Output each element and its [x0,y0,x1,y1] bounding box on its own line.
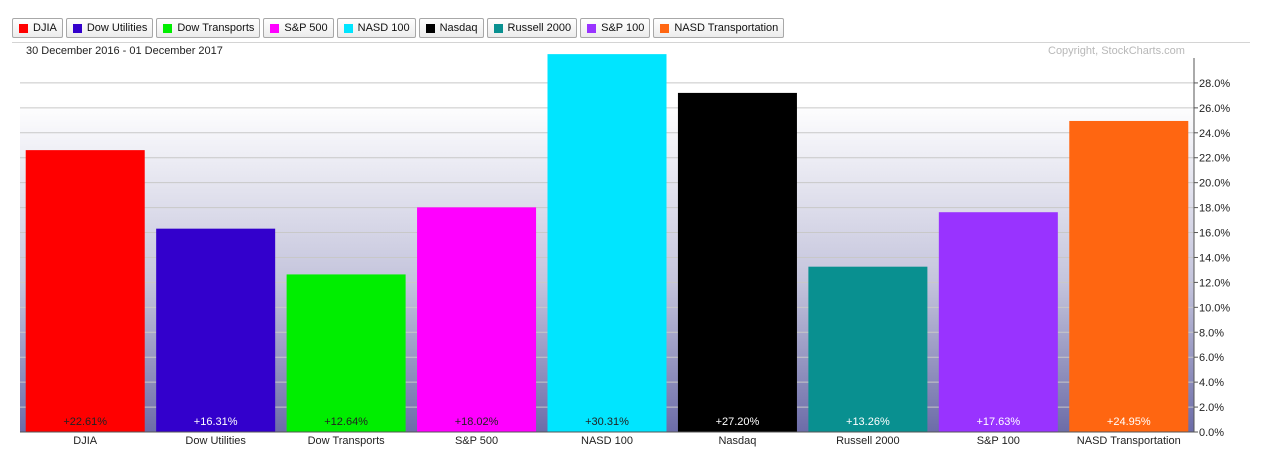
legend-item[interactable]: S&P 100 [580,18,651,38]
legend-item[interactable]: Russell 2000 [486,18,578,38]
y-tick-label: 28.0% [1199,78,1230,90]
bar-value-label: +22.61% [63,416,107,428]
bar [547,54,667,432]
bar [156,228,276,432]
bar [1069,120,1189,432]
y-tick-label: 10.0% [1199,302,1230,314]
legend-bar: DJIA Dow Utilities Dow Transports S&P 500 NA… [12,18,1250,43]
legend-swatch [343,23,353,33]
bar [938,212,1058,432]
legend-swatch [425,23,435,33]
x-tick-label: Dow Utilities [185,435,246,447]
bars: +22.61% +16.31% +12.64% +18.02% +30.31% +27.2… [25,54,1189,432]
legend-swatch [587,23,597,33]
x-tick-label: Russell 2000 [836,435,900,447]
legend-label: Dow Utilities [86,22,148,34]
legend-swatch [163,23,173,33]
y-tick-label: 20.0% [1199,178,1230,190]
x-tick-label: DJIA [73,435,98,447]
bar-value-label: +13.26% [846,416,890,428]
legend-swatch [493,23,503,33]
legend-item[interactable]: NASD Transportation [653,18,785,38]
y-tick-label: 8.0% [1199,327,1224,339]
legend-label: DJIA [33,22,57,34]
legend-label: NASD 100 [357,22,410,34]
y-tick-label: 18.0% [1199,203,1230,215]
y-tick-label: 0.0% [1199,427,1224,439]
bar-value-label: +18.02% [455,416,499,428]
bar-value-label: +24.95% [1107,416,1151,428]
legend-item[interactable]: DJIA [12,18,63,38]
x-tick-label: NASD Transportation [1077,435,1181,447]
legend-swatch [72,23,82,33]
bar [25,150,145,432]
legend-label: Dow Transports [177,22,255,34]
x-tick-label: NASD 100 [581,435,633,447]
bar [286,274,406,432]
copyright-label: Copyright, StockCharts.com [1048,45,1185,57]
x-tick-label: Dow Transports [308,435,386,447]
legend-item[interactable]: Dow Utilities [65,18,154,38]
bar-value-label: +27.20% [716,416,760,428]
legend-label: S&P 100 [601,22,645,34]
legend-item[interactable]: NASD 100 [336,18,416,38]
axes: 0.0% 2.0% 4.0% 6.0% 8.0% 10.0% 12.0% 14.0% 16.0%… [20,58,1230,447]
legend-label: Russell 2000 [507,22,572,34]
y-tick-label: 24.0% [1199,128,1230,140]
bar-value-label: +16.31% [194,416,238,428]
legend-swatch [19,23,28,33]
y-tick-label: 14.0% [1199,252,1230,264]
bar [677,92,797,432]
y-tick-label: 2.0% [1199,402,1224,414]
y-tick-label: 4.0% [1199,377,1224,389]
x-tick-label: S&P 500 [455,435,498,447]
bar-value-label: +30.31% [585,416,629,428]
legend-label: Nasdaq [439,22,478,34]
bar [417,207,537,432]
x-tick-label: Nasdaq [718,435,756,447]
legend-item[interactable]: Dow Transports [156,18,261,38]
x-tick-label: S&P 100 [977,435,1020,447]
y-tick-label: 26.0% [1199,103,1230,115]
legend-label: S&P 500 [284,22,328,34]
bar-value-label: +17.63% [976,416,1020,428]
y-tick-label: 12.0% [1199,277,1230,289]
date-range-label: 30 December 2016 - 01 December 2017 [26,45,223,57]
legend-swatch [660,23,670,33]
legend-item[interactable]: S&P 500 [263,18,334,38]
y-tick-label: 22.0% [1199,153,1230,165]
y-tick-label: 6.0% [1199,352,1224,364]
bar [808,266,928,432]
legend-swatch [270,23,280,33]
y-tick-label: 16.0% [1199,228,1230,240]
legend-label: NASD Transportation [674,22,779,34]
legend-item[interactable]: Nasdaq [418,18,484,38]
bar-value-label: +12.64% [324,416,368,428]
